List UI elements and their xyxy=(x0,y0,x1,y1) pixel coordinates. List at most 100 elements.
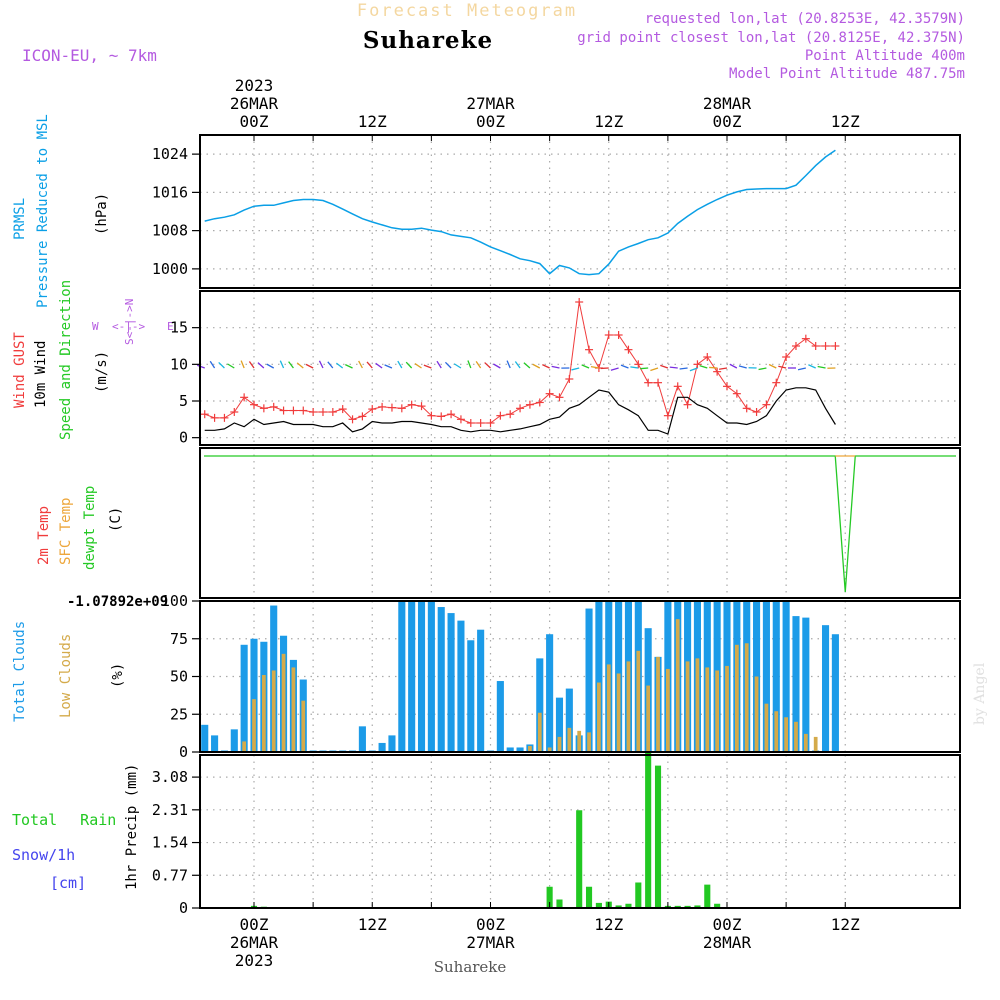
wind-gust-point xyxy=(309,408,318,416)
marks-layer xyxy=(196,149,960,908)
wind-gust-point xyxy=(585,345,594,354)
y-tick-label: 0 xyxy=(179,429,188,447)
wind-gust-point xyxy=(555,393,564,402)
low-clouds-bar xyxy=(774,711,779,752)
x-time-label-top: 28MAR xyxy=(703,94,752,113)
wind-direction-arrow xyxy=(738,365,747,369)
wind-direction-arrow xyxy=(335,362,344,369)
total-clouds-bar xyxy=(240,644,248,752)
total-clouds-bar xyxy=(398,601,406,752)
low-clouds-bar xyxy=(291,667,296,752)
wind-gust-point xyxy=(476,419,485,427)
total-clouds-bar xyxy=(506,747,514,752)
precip-bar xyxy=(576,810,583,908)
wind-direction-arrow xyxy=(296,362,304,369)
wind-direction-arrow xyxy=(248,361,255,369)
precip-bar xyxy=(595,902,602,908)
y-tick-label: 3.08 xyxy=(152,768,188,786)
wind-direction-arrow xyxy=(345,364,353,369)
wind-gust-point xyxy=(437,412,446,421)
axes-layer: 1000100810161024051015025507510000.771.5… xyxy=(152,76,961,970)
svg-text:S<-|->N: S<-|->N xyxy=(123,299,136,345)
wind-unit: (m/s) xyxy=(94,351,110,393)
y-tick-label: 1.54 xyxy=(152,834,188,852)
low-clouds-bar xyxy=(725,665,729,752)
low-clouds-label: Low Clouds xyxy=(58,634,74,718)
x-time-label-bottom: 26MAR xyxy=(230,933,279,952)
wind-direction-arrow xyxy=(778,365,787,369)
wind-direction-arrow xyxy=(620,364,629,369)
wind-gust-point xyxy=(575,298,584,306)
wind-gust-point xyxy=(427,411,436,420)
wind-gust-point xyxy=(604,331,613,339)
low-clouds-bar xyxy=(528,745,532,752)
low-clouds-bar xyxy=(764,703,769,752)
x-time-label-top: 00Z xyxy=(713,112,742,131)
low-clouds-bar xyxy=(606,664,611,752)
wind-direction-arrow xyxy=(423,364,432,369)
wind-direction-arrow xyxy=(718,367,728,370)
app-title: Forecast Meteogram xyxy=(357,1,577,21)
total-clouds-bar xyxy=(536,658,544,752)
wind-gust-point xyxy=(791,342,800,350)
wind-gust-point xyxy=(240,393,249,402)
pressure-label-1: PRMSL xyxy=(12,198,28,240)
total-clouds-bar xyxy=(408,601,416,752)
wind-gust-point xyxy=(496,411,505,420)
x-time-label-bottom: 2023 xyxy=(235,951,274,970)
wind-gust-point xyxy=(299,406,308,415)
x-time-label-top: 26MAR xyxy=(230,94,279,113)
svg-text:E: E xyxy=(167,320,174,333)
wind-direction-arrow xyxy=(650,367,659,372)
panel-frame xyxy=(199,290,961,446)
total-clouds-bar xyxy=(565,688,573,752)
x-time-label-top: 2023 xyxy=(235,76,274,95)
x-time-label-bottom: 00Z xyxy=(476,915,505,934)
low-clouds-bar xyxy=(626,661,631,752)
low-clouds-bar xyxy=(666,668,670,752)
x-time-label-bottom: 00Z xyxy=(713,915,742,934)
y-tick-label: 0 xyxy=(179,899,188,917)
y-tick-label: 0 xyxy=(179,743,188,761)
wind-gust-point xyxy=(328,408,337,416)
wind-direction-arrow xyxy=(551,365,560,369)
low-clouds-bar xyxy=(803,733,808,752)
low-clouds-bar xyxy=(675,619,680,752)
wind-gust-point xyxy=(782,353,791,361)
wind-direction-arrow xyxy=(467,360,472,369)
low-clouds-bar xyxy=(567,727,572,752)
wind-direction-arrow xyxy=(397,360,403,369)
compass-icon: W <-|-> E S<-|->N xyxy=(92,299,174,345)
total-clouds-bar xyxy=(378,742,386,752)
total-clouds-bar xyxy=(546,634,554,752)
wind-gust-point xyxy=(289,406,298,415)
wind-gust-point xyxy=(358,412,367,421)
wind-gust-point xyxy=(713,367,722,376)
total-clouds-bar xyxy=(772,601,780,752)
wind-gust-point xyxy=(447,410,456,419)
y-tick-label: 1000 xyxy=(152,260,188,278)
x-time-label-top: 12Z xyxy=(358,112,387,131)
point-altitude: Point Altitude 400m xyxy=(805,48,965,64)
total-clouds-bar xyxy=(417,601,426,752)
x-time-label-bottom: 12Z xyxy=(594,915,623,934)
low-clouds-bar xyxy=(734,644,739,752)
total-clouds-bar xyxy=(555,697,564,752)
svg-text:W: W xyxy=(92,320,99,333)
wind-gust-point xyxy=(545,389,554,398)
x-time-label-bottom: 28MAR xyxy=(703,933,752,952)
wind-gust-point xyxy=(752,408,761,416)
pressure-unit: (hPa) xyxy=(94,193,110,235)
total-clouds-bar xyxy=(477,629,485,752)
wind-direction-arrow xyxy=(366,361,373,369)
grid-layer xyxy=(200,135,960,909)
precip-bar xyxy=(654,765,662,908)
y-tick-label: 2.31 xyxy=(152,801,188,819)
wind-direction-arrow xyxy=(610,367,619,371)
wind-direction-arrow xyxy=(375,362,383,369)
temp-unit: (C) xyxy=(108,507,124,532)
wind-direction-arrow xyxy=(227,363,235,369)
wind-gust-point xyxy=(506,410,515,419)
wind-gust-point xyxy=(535,398,544,407)
precip-bar xyxy=(645,752,652,908)
